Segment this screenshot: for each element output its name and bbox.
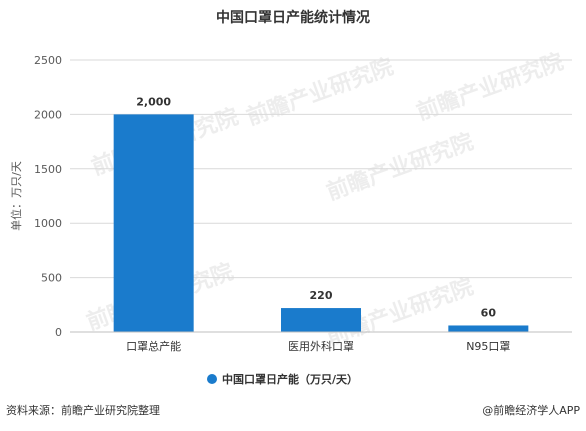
bar <box>113 114 194 333</box>
y-tick-label: 1500 <box>34 163 62 176</box>
y-tick-label: 2500 <box>34 54 62 67</box>
x-tick-label: N95口罩 <box>466 340 510 353</box>
watermark-text: 前瞻产业研究院 <box>323 129 477 206</box>
y-tick-label: 0 <box>55 326 62 339</box>
x-tick-label: 口罩总产能 <box>126 339 181 353</box>
y-axis-label: 单位：万只/天 <box>9 161 23 231</box>
source-note: 资料来源：前瞻产业研究院整理 <box>6 403 160 417</box>
data-label: 60 <box>481 306 497 319</box>
bar <box>281 308 361 332</box>
x-tick-labels: 口罩总产能 医用外科口罩 N95口罩 <box>126 339 510 353</box>
bar <box>448 325 529 332</box>
x-tick-label: 医用外科口罩 <box>288 339 354 353</box>
data-label: 2,000 <box>136 95 171 108</box>
y-tick-label: 2000 <box>34 108 62 121</box>
legend: 中国口罩日产能（万只/天） <box>207 372 358 386</box>
credit-note: @前瞻经济学人APP <box>482 403 580 417</box>
legend-label: 中国口罩日产能（万只/天） <box>222 372 358 386</box>
data-labels: 2,000 220 60 <box>136 95 496 319</box>
y-tick-labels: 0 500 1000 1500 2000 2500 <box>34 54 62 339</box>
y-tick-label: 1000 <box>34 217 62 230</box>
data-label: 220 <box>310 289 333 302</box>
chart-title: 中国口罩日产能统计情况 <box>216 9 370 26</box>
watermark-text: 前瞻产业研究院 <box>243 54 397 131</box>
bars <box>113 114 529 333</box>
legend-marker <box>207 374 217 384</box>
y-tick-label: 500 <box>41 272 62 285</box>
